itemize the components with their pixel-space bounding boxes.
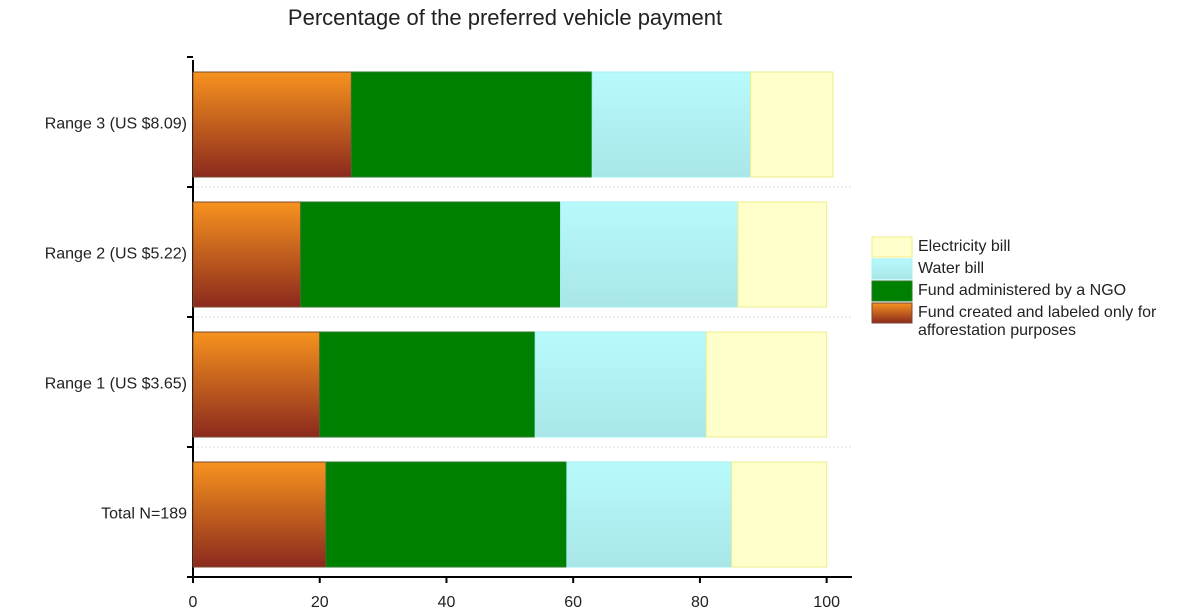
y-tick-label: Range 2 (US $5.22) (45, 246, 187, 263)
bar-segment (192, 461, 327, 568)
legend-swatch (871, 258, 913, 280)
legend-swatch (871, 280, 913, 302)
x-tick-label: 100 (813, 594, 840, 611)
legend-label: Fund administered by a NGO (918, 282, 1127, 299)
chart-title: Percentage of the preferred vehicle paym… (288, 5, 722, 30)
legend-label: Water bill (918, 260, 985, 277)
bar-segment (731, 461, 828, 568)
bar-segment (350, 71, 593, 178)
x-tick-label: 0 (189, 594, 198, 611)
legend-swatch (871, 236, 913, 258)
legend-label: Electricity bill (918, 238, 1011, 255)
bar-segment (737, 201, 828, 308)
bar-segment (192, 331, 321, 438)
bar-segment (705, 331, 828, 438)
bar-segment (566, 461, 733, 568)
legend-swatch (871, 302, 913, 324)
bar-segment (750, 71, 834, 178)
bar-segment (591, 71, 752, 178)
y-tick-label: Range 1 (US $3.65) (45, 376, 187, 393)
bar-segment (192, 201, 302, 308)
y-tick-label: Range 3 (US $8.09) (45, 116, 187, 133)
legend-label: Fund created and labeled only for affore… (918, 304, 1157, 339)
x-tick-label: 20 (311, 594, 329, 611)
bar-segment (560, 201, 739, 308)
x-tick-label: 60 (564, 594, 582, 611)
x-tick-label: 80 (691, 594, 709, 611)
x-tick-label: 40 (438, 594, 456, 611)
y-tick-label: Total N=189 (101, 506, 187, 523)
bar-segment (192, 71, 352, 178)
bar-segment (300, 201, 562, 308)
bar-segment (534, 331, 707, 438)
bar-segment (325, 461, 568, 568)
bar-segment (319, 331, 536, 438)
